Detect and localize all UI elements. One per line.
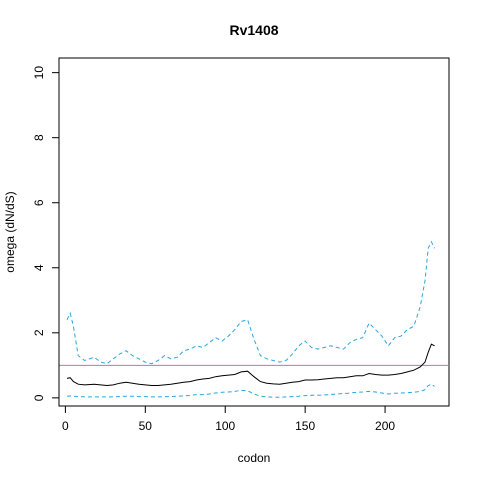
series-layer bbox=[66, 240, 436, 398]
series-line-estimate bbox=[66, 343, 435, 387]
y-tick-label: 8 bbox=[32, 134, 46, 141]
x-axis-label: codon bbox=[238, 451, 271, 465]
x-tick-label: 0 bbox=[62, 419, 69, 433]
x-tick-label: 50 bbox=[139, 419, 153, 433]
series-line-lower bbox=[66, 383, 435, 398]
y-tick-label: 2 bbox=[32, 329, 46, 336]
chart-title: Rv1408 bbox=[229, 22, 278, 38]
y-tick-label: 6 bbox=[32, 199, 46, 206]
x-tick-label: 100 bbox=[215, 419, 235, 433]
series-line-upper bbox=[66, 240, 436, 365]
x-tick-label: 150 bbox=[295, 419, 315, 433]
y-tick-label: 4 bbox=[32, 264, 46, 271]
y-axis-label: omega (dN/dS) bbox=[3, 191, 17, 272]
x-axis: 0 50 100 150 200 bbox=[62, 405, 395, 433]
y-tick-label: 10 bbox=[32, 66, 46, 80]
x-tick-label: 200 bbox=[375, 419, 395, 433]
y-tick-label: 0 bbox=[32, 394, 46, 401]
y-axis: 0 2 4 6 8 10 bbox=[32, 66, 60, 401]
